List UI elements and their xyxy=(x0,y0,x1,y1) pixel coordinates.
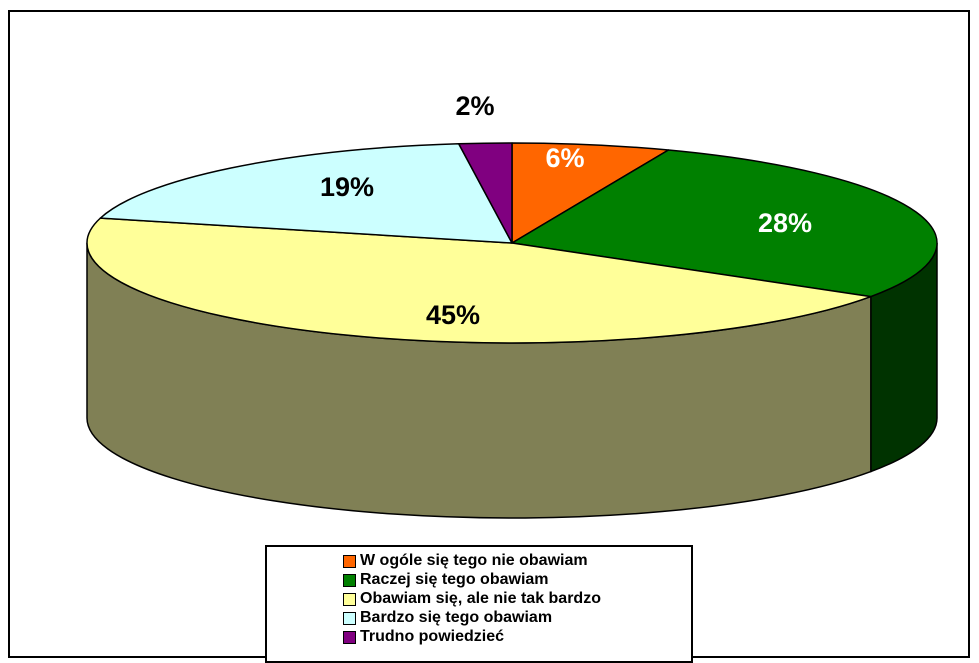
legend-label: Raczej się tego obawiam xyxy=(360,571,549,588)
legend-label: Trudno powiedzieć xyxy=(360,628,505,645)
pie-slice xyxy=(511,142,670,244)
pie-slice xyxy=(511,149,938,298)
pie-slice xyxy=(86,217,872,344)
legend-swatch xyxy=(343,611,356,625)
slice-percent-label: 45% xyxy=(426,300,480,330)
legend-item: Bardzo się tego obawiam xyxy=(343,608,552,628)
legend-swatch xyxy=(343,573,356,587)
slice-percent-label: 6% xyxy=(545,143,584,173)
legend-label: Bardzo się tego obawiam xyxy=(360,609,553,626)
legend-item: W ogóle się tego nie obawiam xyxy=(343,551,588,571)
legend-item: Obawiam się, ale nie tak bardzo xyxy=(343,589,601,609)
slice-percent-label: 19% xyxy=(320,172,374,202)
pie-slice xyxy=(99,143,513,244)
slice-percent-label: 28% xyxy=(758,208,812,238)
chart-legend: W ogóle się tego nie obawiam Raczej się t… xyxy=(265,545,693,663)
legend-label: Obawiam się, ale nie tak bardzo xyxy=(360,590,601,607)
legend-label: W ogóle się tego nie obawiam xyxy=(360,552,588,569)
legend-item: Trudno powiedzieć xyxy=(343,627,504,647)
legend-swatch xyxy=(343,554,356,568)
legend-swatch xyxy=(343,592,356,606)
pie-slice xyxy=(457,142,513,244)
slice-percent-label: 2% xyxy=(455,91,494,121)
legend-item: Raczej się tego obawiam xyxy=(343,570,549,590)
legend-swatch xyxy=(343,630,356,644)
